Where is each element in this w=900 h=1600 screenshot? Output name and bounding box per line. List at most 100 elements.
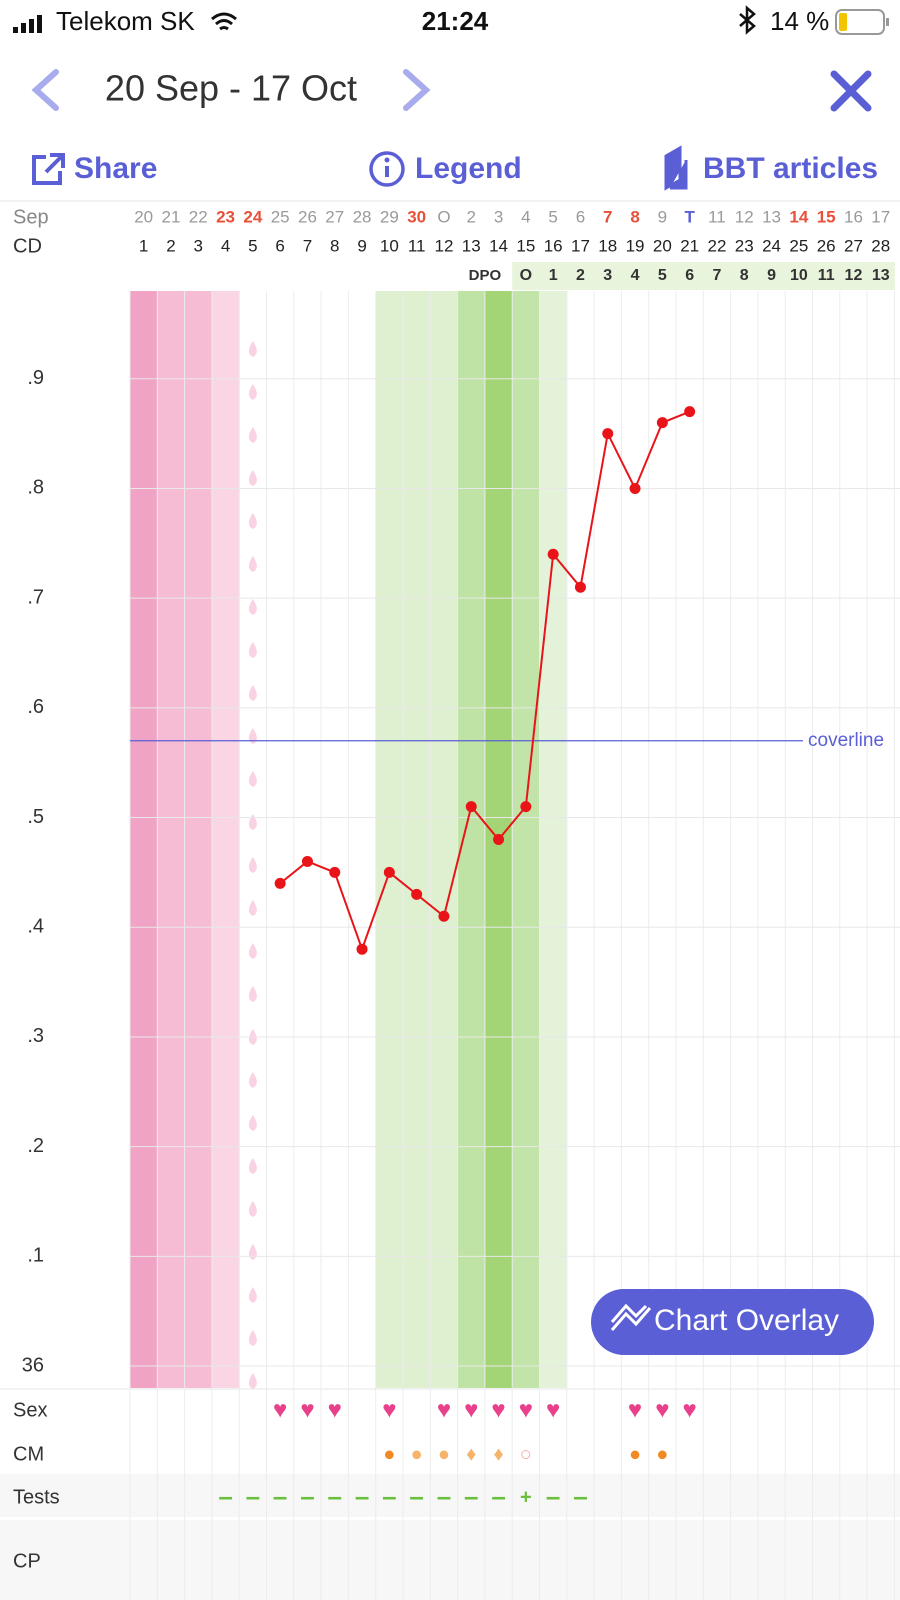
spotting-drop bbox=[248, 685, 257, 701]
spotting-drop bbox=[248, 986, 257, 1002]
row-mark: – bbox=[382, 1481, 396, 1511]
dpo-cell bbox=[621, 262, 650, 290]
row-mark: – bbox=[300, 1481, 314, 1511]
row-mark: – bbox=[437, 1481, 451, 1511]
month-label: Sep bbox=[13, 206, 49, 228]
legend-label: Legend bbox=[415, 152, 522, 185]
dpo-cell bbox=[730, 262, 759, 290]
dpo-cell bbox=[867, 262, 895, 290]
phase-shading bbox=[457, 291, 486, 1388]
date-label: 14 bbox=[789, 207, 808, 226]
row-mark: – bbox=[546, 1481, 560, 1511]
y-tick-label: 36 bbox=[22, 1354, 44, 1376]
cp-row-background bbox=[0, 1520, 900, 1600]
spotting-drop bbox=[248, 943, 257, 959]
next-button[interactable] bbox=[403, 69, 431, 111]
row-mark: – bbox=[573, 1481, 587, 1511]
date-label: T bbox=[684, 207, 695, 226]
temperature-point bbox=[383, 866, 395, 878]
close-button[interactable] bbox=[830, 70, 872, 112]
temperature-point bbox=[629, 482, 641, 494]
cycle-day-label: 20 bbox=[653, 236, 672, 255]
cycle-day-label: 7 bbox=[303, 236, 312, 255]
cycle-day-label: 18 bbox=[598, 236, 617, 255]
legend-button[interactable]: Legend bbox=[369, 151, 522, 187]
row-mark: ♦ bbox=[493, 1443, 503, 1465]
date-label: 25 bbox=[271, 207, 290, 226]
previous-button[interactable] bbox=[31, 69, 59, 111]
phase-shading bbox=[184, 291, 213, 1388]
dpo-day-label: 9 bbox=[767, 267, 776, 284]
share-button[interactable]: Share bbox=[32, 152, 157, 185]
dpo-day-label: 6 bbox=[685, 267, 694, 284]
dpo-day-label: O bbox=[520, 267, 532, 284]
cycle-day-label: 10 bbox=[380, 236, 399, 255]
row-mark: – bbox=[246, 1481, 260, 1511]
articles-button[interactable]: BBT articles bbox=[664, 145, 878, 191]
chart-overlay-button[interactable]: Chart Overlay bbox=[591, 1289, 874, 1355]
phase-shading bbox=[157, 291, 186, 1388]
row-mark: + bbox=[520, 1486, 532, 1508]
date-label: 7 bbox=[603, 207, 612, 226]
coverline-label: coverline bbox=[808, 730, 884, 751]
phase-shading bbox=[539, 291, 568, 1388]
spotting-drop bbox=[248, 599, 257, 615]
dpo-day-label: 1 bbox=[549, 267, 558, 284]
dpo-day-label: 13 bbox=[872, 267, 890, 284]
spotting-drop bbox=[248, 427, 257, 443]
date-label: 11 bbox=[708, 207, 726, 226]
share-label: Share bbox=[74, 152, 157, 185]
row-mark: ♥ bbox=[628, 1396, 642, 1423]
row-label: CP bbox=[13, 1550, 41, 1572]
date-label: 2 bbox=[467, 207, 476, 226]
temperature-point bbox=[520, 801, 532, 813]
row-mark: ♥ bbox=[655, 1396, 669, 1423]
date-label: 22 bbox=[189, 207, 208, 226]
row-label: Sex bbox=[13, 1399, 47, 1421]
dpo-cell bbox=[812, 262, 841, 290]
spotting-drop bbox=[248, 857, 257, 873]
cycle-day-label: 6 bbox=[275, 236, 284, 255]
row-mark: ♥ bbox=[491, 1396, 505, 1423]
dpo-label: DPO bbox=[469, 267, 502, 284]
date-label: 23 bbox=[216, 207, 235, 226]
cycle-day-label: 23 bbox=[735, 236, 754, 255]
temperature-point bbox=[656, 417, 668, 429]
cd-label: CD bbox=[13, 235, 42, 257]
date-label: 13 bbox=[762, 207, 781, 226]
wifi-icon bbox=[211, 12, 237, 31]
spotting-drop bbox=[248, 513, 257, 529]
row-mark: ♥ bbox=[382, 1396, 396, 1423]
spotting-drop bbox=[248, 1072, 257, 1088]
dpo-cell bbox=[512, 262, 540, 290]
date-range-title: 20 Sep - 17 Oct bbox=[105, 68, 357, 109]
date-label: 24 bbox=[243, 207, 262, 226]
cycle-day-label: 8 bbox=[330, 236, 339, 255]
dpo-cell bbox=[703, 262, 732, 290]
row-mark: – bbox=[273, 1481, 287, 1511]
row-mark: ● bbox=[629, 1443, 641, 1465]
spotting-drop bbox=[248, 470, 257, 486]
row-mark: – bbox=[409, 1481, 423, 1511]
date-label: 20 bbox=[134, 207, 153, 226]
date-label: O bbox=[437, 207, 450, 226]
phase-shading bbox=[211, 291, 240, 1388]
cycle-day-label: 24 bbox=[762, 236, 781, 255]
row-mark: ● bbox=[656, 1443, 668, 1465]
row-label: CM bbox=[13, 1443, 44, 1465]
date-label: 6 bbox=[576, 207, 585, 226]
button-background bbox=[591, 1289, 874, 1355]
row-mark: ♥ bbox=[464, 1396, 478, 1423]
cycle-day-label: 22 bbox=[707, 236, 726, 255]
dpo-cell bbox=[594, 262, 622, 290]
row-mark: ● bbox=[383, 1443, 395, 1465]
row-mark: ♥ bbox=[300, 1396, 314, 1423]
cycle-day-label: 9 bbox=[357, 236, 366, 255]
cm-row-background bbox=[0, 1474, 900, 1517]
row-mark: – bbox=[491, 1481, 505, 1511]
dpo-day-label: 8 bbox=[740, 267, 749, 284]
temperature-point bbox=[274, 877, 286, 889]
date-label: 9 bbox=[658, 207, 667, 226]
spotting-drop bbox=[248, 642, 257, 658]
